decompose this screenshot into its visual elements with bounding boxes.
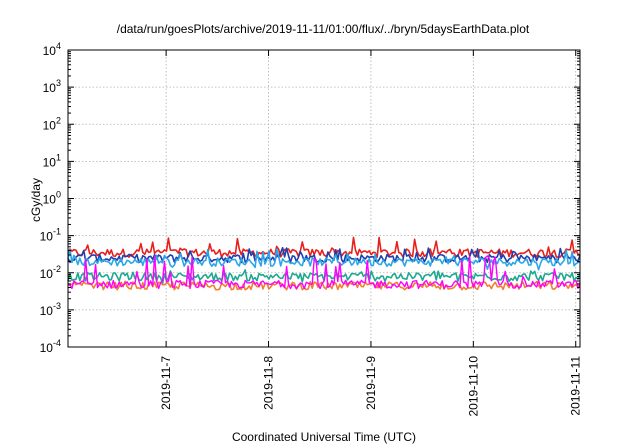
x-tick-label: 2019-11-7 — [159, 356, 173, 410]
y-tick-label: 10-1 — [40, 227, 61, 244]
y-tick-label: 100 — [43, 190, 61, 207]
y-tick-label: 10-4 — [40, 338, 61, 355]
series-line — [67, 255, 581, 290]
x-axis-label: Coordinated Universal Time (UTC) — [232, 430, 416, 444]
series-line — [67, 236, 581, 258]
x-tick-label: 2019-11-8 — [262, 356, 276, 410]
chart-title: /data/run/goesPlots/archive/2019-11-11/0… — [117, 22, 530, 36]
x-tick-label: 2019-11-10 — [466, 356, 480, 417]
y-tick-label: 104 — [43, 41, 61, 58]
y-tick-label: 103 — [43, 78, 61, 95]
x-tick-label: 2019-11-9 — [364, 356, 378, 410]
y-tick-label: 10-2 — [40, 264, 61, 281]
y-tick-label: 101 — [43, 152, 61, 169]
y-axis: 10-4 10-3 10-2 10-1 100 101 102 103 104 — [40, 41, 580, 355]
y-axis-label: cGy/day — [29, 178, 43, 222]
grid — [68, 50, 580, 347]
y-tick-label: 102 — [43, 115, 61, 132]
plot-series — [67, 236, 581, 291]
series-line — [67, 248, 581, 271]
y-tick-label: 10-3 — [40, 301, 61, 318]
x-tick-label: 2019-11-11 — [569, 356, 583, 416]
x-axis: 2019-11-7 2019-11-8 2019-11-9 2019-11-10 201… — [159, 50, 583, 417]
